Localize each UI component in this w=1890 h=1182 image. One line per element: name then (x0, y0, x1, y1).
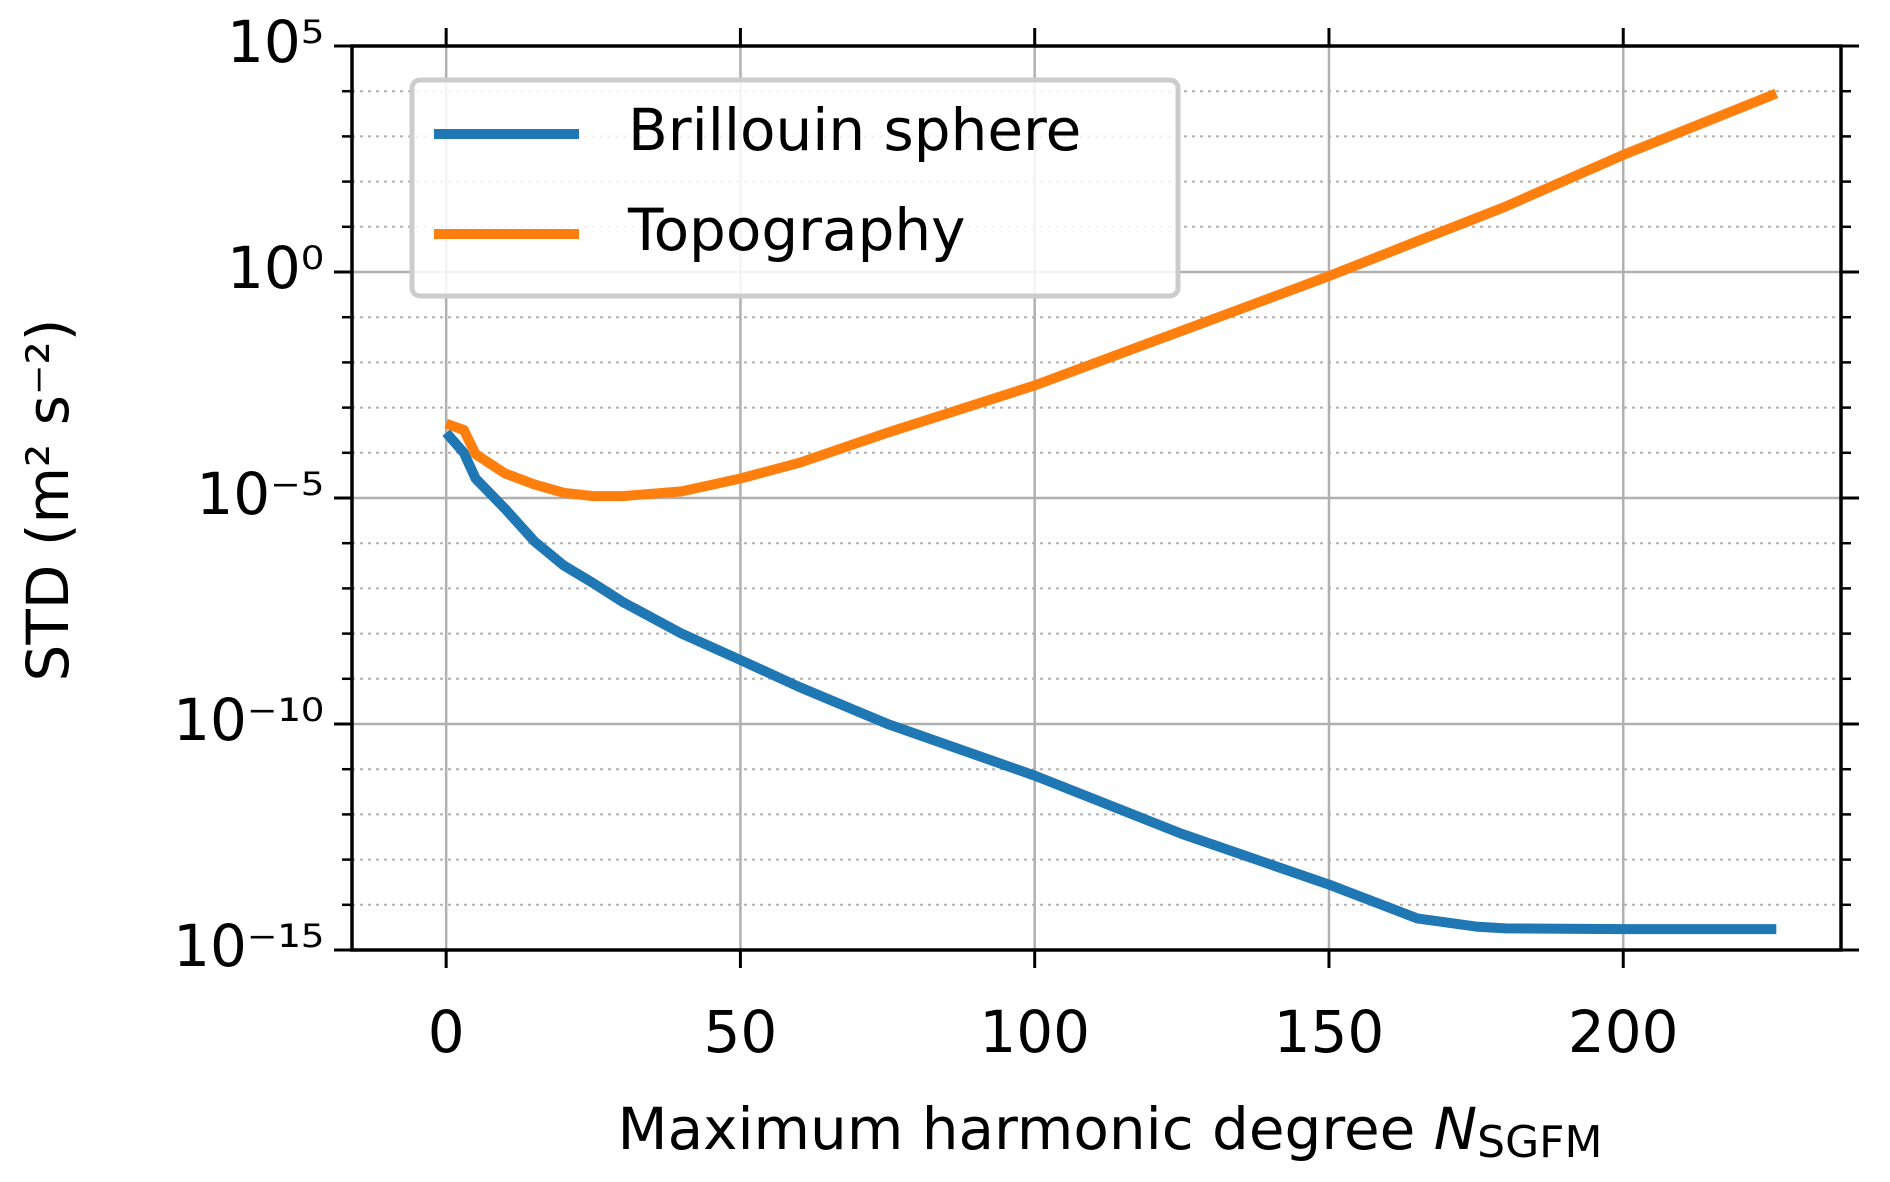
legend-label: Topography (627, 196, 965, 264)
x-label-subscript: SGFM (1477, 1117, 1602, 1168)
data-line (444, 88, 1779, 502)
legend-box (409, 77, 1181, 299)
x-label-text: Maximum harmonic degree (618, 1095, 1416, 1163)
y-axis-label: STD (m² s⁻²) (14, 319, 82, 682)
x-tick-label: 100 (979, 998, 1090, 1066)
x-tick-label: 0 (428, 998, 465, 1066)
y-tick-label: 10⁵ (227, 8, 324, 76)
x-axis-label: Maximum harmonic degree NSGFM (618, 1095, 1603, 1168)
legend-label: Brillouin sphere (628, 96, 1081, 164)
data-line (442, 429, 1777, 935)
x-tick-label: 200 (1568, 998, 1679, 1066)
y-tick-label: 10⁻¹⁰ (173, 686, 324, 754)
x-tick-label: 50 (704, 998, 778, 1066)
y-tick-label: 10⁰ (227, 234, 324, 302)
y-tick-label: 10⁻⁵ (196, 460, 324, 528)
x-tick-label: 150 (1274, 998, 1385, 1066)
y-tick-label: 10⁻¹⁵ (173, 912, 324, 980)
plot-frame (350, 44, 1843, 952)
x-label-symbol: N (1434, 1095, 1477, 1163)
